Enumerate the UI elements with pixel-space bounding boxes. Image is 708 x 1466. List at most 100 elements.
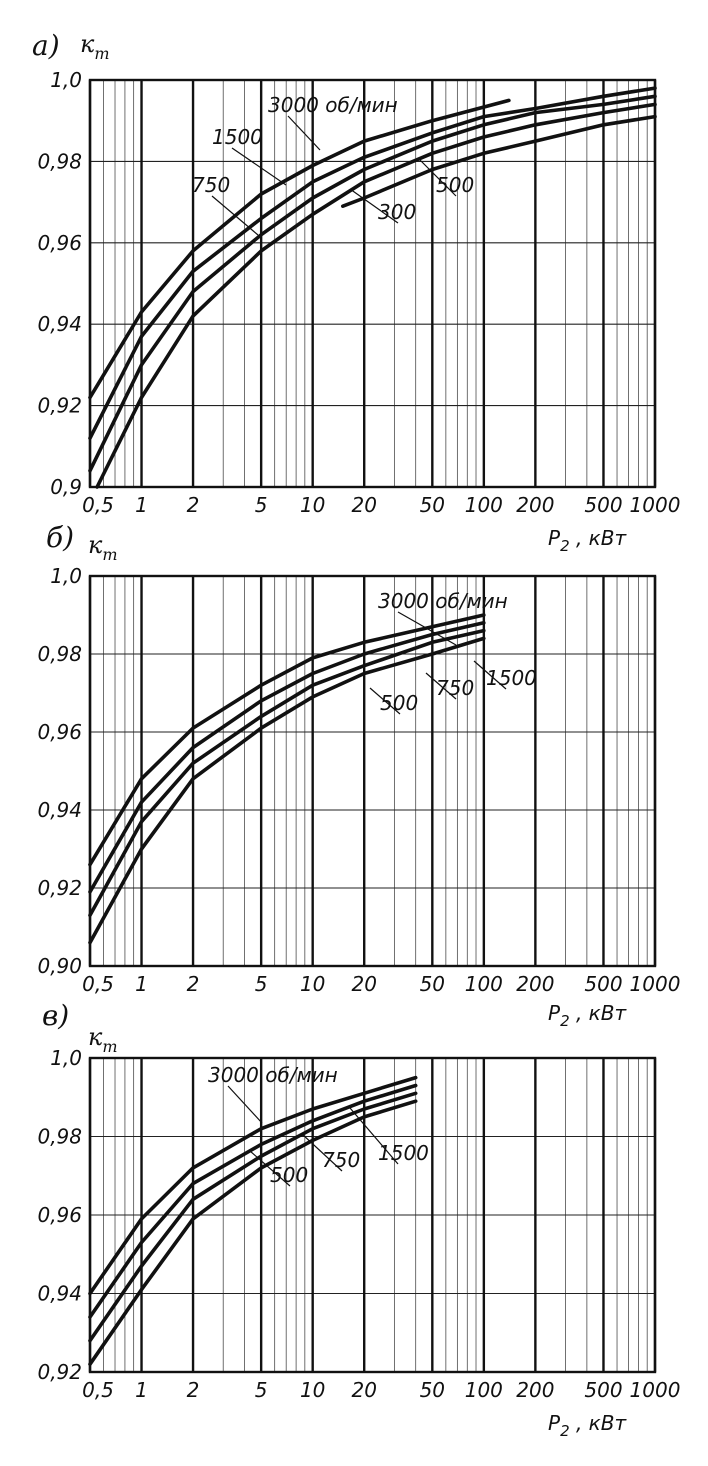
series-label-3: 750: [322, 1148, 360, 1172]
x-tick-label: 2: [187, 972, 200, 996]
x-tick-label: 5: [255, 493, 268, 517]
y-axis-label: кт: [88, 1023, 118, 1056]
y-tick-label: 0,96: [37, 231, 82, 255]
x-tick-label: 1000: [630, 972, 681, 996]
y-tick-label: 0,92: [37, 1360, 82, 1384]
y-tick-label: 0,94: [37, 798, 82, 822]
series-line-5: [341, 114, 657, 208]
series-leader-line: [425, 672, 457, 700]
x-tick-label: 2: [187, 1378, 200, 1402]
y-tick-label: 1,0: [50, 68, 82, 92]
x-tick-label: 500: [584, 972, 622, 996]
y-tick-label: 0,92: [37, 876, 82, 900]
x-tick-label: 50: [420, 493, 445, 517]
series-leader-line: [287, 115, 321, 151]
x-tick-label: 0,5: [82, 972, 114, 996]
x-tick-label: 20: [351, 493, 376, 517]
series-label-5: 300: [378, 200, 416, 224]
y-tick-label: 1,0: [50, 564, 82, 588]
y-tick-label: 0,98: [37, 1125, 82, 1149]
x-tick-label: 1000: [630, 493, 681, 517]
x-axis-label: P2 , кВт: [548, 526, 627, 555]
plot-frame: [88, 1056, 657, 1374]
series-label-4: 500: [436, 173, 474, 197]
x-tick-label: 100: [465, 972, 503, 996]
x-tick-label: 50: [420, 972, 445, 996]
x-tick-label: 500: [584, 493, 622, 517]
x-tick-label: 200: [516, 972, 554, 996]
series-leader-line: [473, 660, 507, 690]
x-tick-label: 20: [351, 972, 376, 996]
series-line-2: [88, 1083, 418, 1319]
chart-panel-3: 0,92 0,94 0,96 0,98 1,0 0,5 1 2 5 10 20 50 100 200 500…: [37, 999, 680, 1440]
x-tick-label: 10: [300, 1378, 325, 1402]
x-axis-label: P2 , кВт: [548, 1411, 627, 1440]
x-tick-label: 1: [135, 1378, 148, 1402]
x-tick-label: 5: [255, 1378, 268, 1402]
y-tick-label: 0,94: [37, 1282, 82, 1306]
series-line-3: [88, 94, 657, 473]
series-line-3: [88, 1091, 418, 1343]
x-tick-label: 1000: [630, 1378, 681, 1402]
y-tick-label: 1,0: [50, 1046, 82, 1070]
series-line-1: [88, 1075, 418, 1296]
plot-frame: [88, 574, 657, 968]
x-tick-label: 50: [420, 1378, 445, 1402]
series-label-4: 500: [270, 1163, 308, 1187]
panel-letter: б): [46, 521, 74, 554]
panel-letter: в): [42, 999, 69, 1032]
series-label-1: 3000 об/мин: [268, 93, 398, 117]
series-line-3: [88, 628, 486, 918]
y-tick-label: 0,90: [37, 954, 82, 978]
x-tick-label: 1: [135, 493, 148, 517]
series-line-4: [88, 636, 486, 945]
x-tick-label: 1: [135, 972, 148, 996]
x-tick-label: 200: [516, 493, 554, 517]
x-tick-label: 10: [300, 493, 325, 517]
y-tick-label: 0,94: [37, 312, 82, 336]
series-leader-line: [231, 147, 287, 186]
y-tick-label: 0,96: [37, 1203, 82, 1227]
series-leader-line: [249, 1150, 291, 1187]
series-leader-line: [301, 1133, 343, 1172]
series-label-1: 3000 об/мин: [378, 589, 508, 613]
series-line-1: [88, 98, 511, 400]
x-tick-label: 100: [465, 493, 503, 517]
y-tick-label: 0,98: [37, 149, 82, 173]
series-label-2: 1500: [486, 666, 537, 690]
x-tick-label: 0,5: [82, 493, 114, 517]
series-leader-line: [369, 687, 401, 715]
series-label-2: 1500: [378, 1141, 429, 1165]
series-label-1: 3000 об/мин: [208, 1063, 338, 1087]
series-leader-line: [349, 1107, 399, 1165]
y-axis-label: кт: [88, 531, 118, 564]
series-label-3: 750: [436, 676, 474, 700]
series-leader-line: [227, 1085, 263, 1124]
series-line-4: [88, 1099, 418, 1366]
series-line-2: [88, 621, 486, 894]
series-label-3: 750: [192, 173, 230, 197]
plot-frame: [88, 78, 657, 489]
x-tick-label: 10: [300, 972, 325, 996]
y-axis-label: кт: [80, 30, 110, 63]
y-tick-label: 0,98: [37, 642, 82, 666]
y-tick-label: 0,92: [37, 394, 82, 418]
x-tick-label: 100: [465, 1378, 503, 1402]
series-leader-line: [211, 195, 259, 236]
panel-letter: а): [32, 29, 60, 62]
series-line-1: [88, 613, 486, 867]
series-line-4: [95, 102, 657, 489]
x-tick-label: 500: [584, 1378, 622, 1402]
series-leader-line: [349, 188, 399, 224]
chart-panel-2: 0,90 0,92 0,94 0,96 0,98 1,0 0,5 1 2 5 10 20 50 100 20…: [37, 521, 680, 1030]
x-tick-label: 5: [255, 972, 268, 996]
x-axis-label: P2 , кВт: [548, 1001, 627, 1030]
series-label-2: 1500: [212, 125, 263, 149]
chart-panel-1: 0,9 0,92 0,94 0,96 0,98 1,0 0,5 1 2 5 10 20 50 100 200…: [32, 29, 680, 555]
x-tick-label: 20: [351, 1378, 376, 1402]
y-tick-label: 0,9: [50, 475, 82, 499]
x-tick-label: 200: [516, 1378, 554, 1402]
x-tick-label: 2: [187, 493, 200, 517]
series-leader-line: [419, 159, 457, 197]
